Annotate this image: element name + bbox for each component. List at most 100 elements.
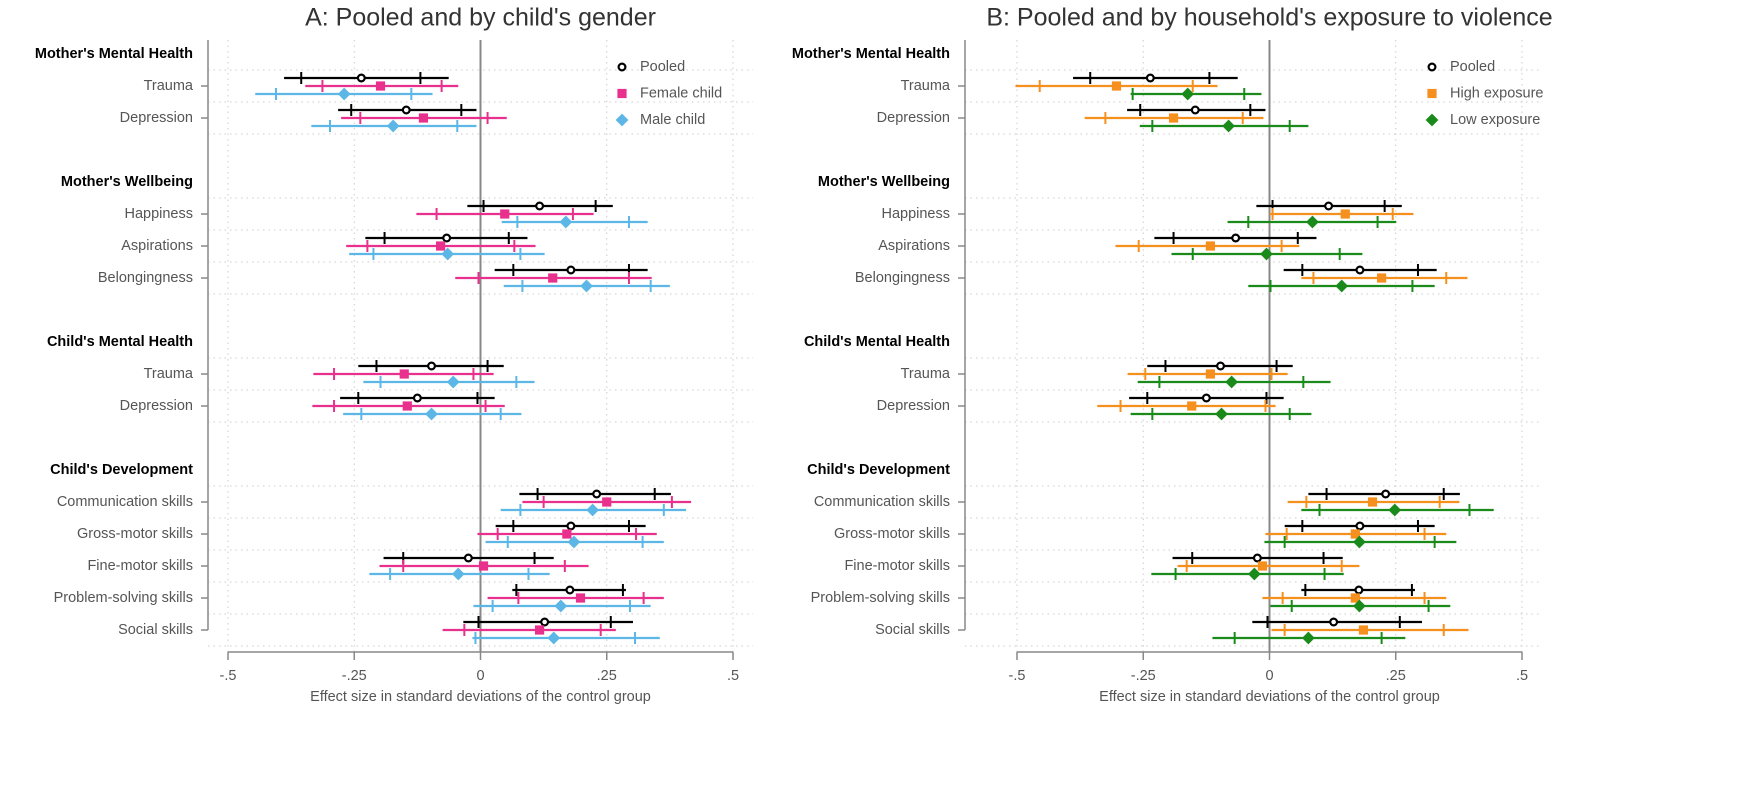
legend-label: High exposure <box>1450 85 1544 101</box>
y-tick-label: Social skills <box>875 622 950 638</box>
point <box>401 105 411 115</box>
x-tick-label: .25 <box>1386 668 1406 684</box>
point <box>446 375 460 389</box>
point <box>356 73 366 83</box>
point <box>534 625 545 635</box>
point <box>463 553 473 563</box>
point <box>1335 279 1349 293</box>
y-tick-label: Depression <box>120 398 193 414</box>
point <box>1231 233 1241 243</box>
group-header: Mother's Mental Health <box>35 46 193 62</box>
point <box>337 87 351 101</box>
legend-label: Pooled <box>1450 59 1495 75</box>
point <box>540 617 550 627</box>
point <box>1187 401 1197 411</box>
x-tick-label: -.5 <box>1009 668 1026 684</box>
point <box>1355 265 1365 275</box>
panel: B: Pooled and by household's exposure to… <box>792 4 1553 705</box>
y-tick-label: Aspirations <box>878 238 950 254</box>
point <box>1205 241 1216 251</box>
point <box>427 361 437 371</box>
point <box>1367 497 1378 507</box>
y-tick-label: Trauma <box>144 366 194 382</box>
point <box>436 241 446 251</box>
x-tick-label: 0 <box>1265 668 1273 684</box>
point <box>1181 87 1195 101</box>
y-tick-label: Fine-motor skills <box>844 558 950 574</box>
point <box>1145 73 1155 83</box>
y-tick-label: Happiness <box>881 206 950 222</box>
point <box>1329 617 1339 627</box>
group-header: Mother's Wellbeing <box>818 174 950 190</box>
y-tick-label: Belongingness <box>98 270 193 286</box>
x-tick-label: .5 <box>1516 668 1528 684</box>
y-tick-label: Fine-motor skills <box>87 558 193 574</box>
point <box>1306 215 1319 229</box>
point <box>1302 631 1315 645</box>
point <box>566 521 576 531</box>
y-tick-label: Depression <box>877 110 950 126</box>
point <box>1358 625 1369 635</box>
point <box>1247 567 1261 581</box>
point <box>1225 375 1238 389</box>
group-header: Child's Development <box>50 462 193 478</box>
point <box>535 201 545 211</box>
x-tick-label: -.25 <box>1131 668 1156 684</box>
point <box>418 113 429 123</box>
point <box>1324 201 1334 211</box>
y-tick-label: Communication skills <box>814 494 950 510</box>
point <box>1427 62 1437 72</box>
panel-title: B: Pooled and by household's exposure to… <box>986 4 1552 32</box>
point <box>617 88 627 99</box>
point <box>1355 521 1365 531</box>
point <box>375 81 386 91</box>
x-tick-label: -.25 <box>342 668 367 684</box>
point <box>402 401 412 411</box>
point <box>1205 369 1216 379</box>
point <box>562 529 572 539</box>
point <box>1425 113 1439 127</box>
y-tick-label: Gross-motor skills <box>77 526 193 542</box>
point <box>425 407 438 421</box>
point <box>442 233 452 243</box>
panel-title: A: Pooled and by child's gender <box>305 4 656 32</box>
point <box>1350 529 1360 539</box>
point <box>617 62 627 72</box>
x-tick-label: .25 <box>597 668 617 684</box>
point <box>548 273 558 283</box>
point <box>1201 393 1211 403</box>
group-header: Child's Development <box>807 462 950 478</box>
point <box>1111 81 1122 91</box>
point <box>1388 503 1402 517</box>
panel: A: Pooled and by child's gender Mother's … <box>35 4 753 705</box>
point <box>1353 599 1366 613</box>
point <box>615 113 629 127</box>
point <box>1350 593 1360 603</box>
point <box>1216 361 1226 371</box>
point <box>1381 489 1391 499</box>
point <box>554 599 568 613</box>
point <box>478 561 489 571</box>
y-tick-label: Trauma <box>901 78 951 94</box>
group-header: Child's Mental Health <box>47 334 193 350</box>
y-tick-label: Depression <box>877 398 950 414</box>
point <box>580 279 593 293</box>
point <box>565 585 575 595</box>
x-tick-label: 0 <box>476 668 484 684</box>
x-tick-label: -.5 <box>220 668 237 684</box>
point <box>566 265 576 275</box>
y-tick-label: Problem-solving skills <box>54 590 193 606</box>
y-tick-label: Happiness <box>124 206 193 222</box>
x-tick-label: .5 <box>727 668 739 684</box>
x-axis-label: Effect size in standard deviations of th… <box>310 689 651 705</box>
point <box>1353 535 1366 549</box>
group-header: Mother's Mental Health <box>792 46 950 62</box>
point <box>602 497 612 507</box>
point <box>1340 209 1350 219</box>
y-tick-label: Problem-solving skills <box>811 590 950 606</box>
y-tick-label: Trauma <box>144 78 194 94</box>
point <box>1215 407 1228 421</box>
y-tick-label: Social skills <box>118 622 193 638</box>
y-tick-label: Communication skills <box>57 494 193 510</box>
